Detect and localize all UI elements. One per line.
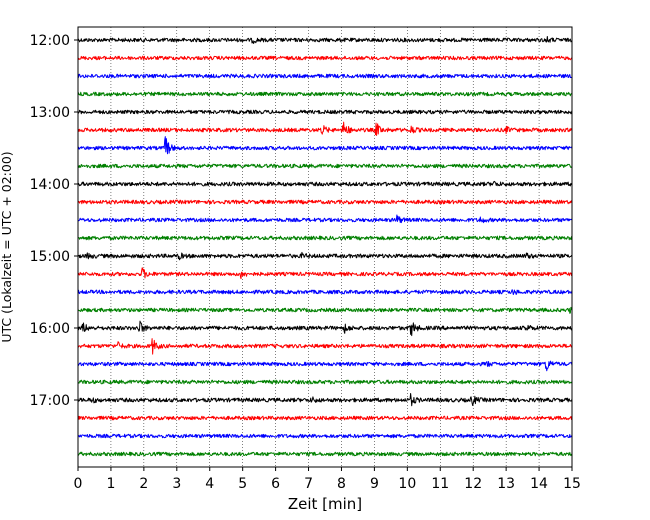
x-tick-label: 14 [530, 476, 548, 492]
x-tick-label: 6 [271, 476, 280, 492]
trace-1700 [77, 392, 573, 407]
x-tick-label: 15 [563, 476, 581, 492]
y-tick-label: 14:00 [30, 177, 70, 193]
trace-1600 [77, 320, 573, 337]
trace-1330 [77, 136, 573, 155]
x-tick-label: 3 [172, 476, 181, 492]
x-tick-label: 8 [337, 476, 346, 492]
grid-lines [110, 27, 540, 467]
trace-1230 [77, 73, 573, 79]
trace-1545 [77, 306, 573, 314]
trace-1245 [77, 91, 573, 97]
trace-1315 [77, 121, 573, 136]
x-tick-label: 9 [370, 476, 379, 492]
x-tick-label: 4 [205, 476, 214, 492]
trace-1615 [77, 338, 573, 355]
plot-frame [77, 26, 573, 468]
x-tick-label: 5 [238, 476, 247, 492]
trace-1730 [77, 433, 573, 439]
trace-1630 [77, 360, 573, 372]
x-axis-label: Zeit [min] [288, 495, 362, 513]
trace-1645 [77, 379, 573, 385]
trace-1530 [77, 289, 573, 296]
trace-1345 [77, 163, 573, 169]
x-axis: 0 1 2 3 4 5 6 7 8 9 10 11 12 13 14 15 [74, 467, 581, 492]
x-tick-label: 13 [497, 476, 515, 492]
trace-1400 [77, 180, 573, 187]
x-tick-label: 1 [106, 476, 115, 492]
y-tick-label: 15:00 [30, 249, 70, 265]
trace-1415 [77, 199, 573, 205]
x-tick-label: 7 [304, 476, 313, 492]
trace-1515 [77, 267, 573, 280]
trace-1300 [77, 109, 573, 115]
x-tick-label: 0 [74, 476, 83, 492]
trace-1200 [77, 36, 573, 44]
trace-1430 [77, 214, 573, 224]
y-tick-label: 13:00 [30, 105, 70, 121]
trace-1500 [77, 251, 573, 261]
x-tick-label: 12 [464, 476, 482, 492]
y-tick-label: 12:00 [30, 33, 70, 49]
trace-1445 [77, 235, 573, 241]
y-tick-label: 17:00 [30, 393, 70, 409]
x-tick-label: 2 [139, 476, 148, 492]
x-tick-label: 10 [398, 476, 416, 492]
trace-1715 [77, 415, 573, 421]
trace-1215 [77, 55, 573, 61]
x-tick-label: 11 [431, 476, 449, 492]
y-tick-label: 16:00 [30, 321, 70, 337]
trace-1745 [77, 451, 573, 457]
traces [77, 36, 573, 457]
y-axis-label: UTC (Lokalzeit = UTC + 02:00) [0, 151, 14, 342]
y-axis: 12:00 13:00 14:00 15:00 16:00 17:00 [30, 33, 78, 409]
